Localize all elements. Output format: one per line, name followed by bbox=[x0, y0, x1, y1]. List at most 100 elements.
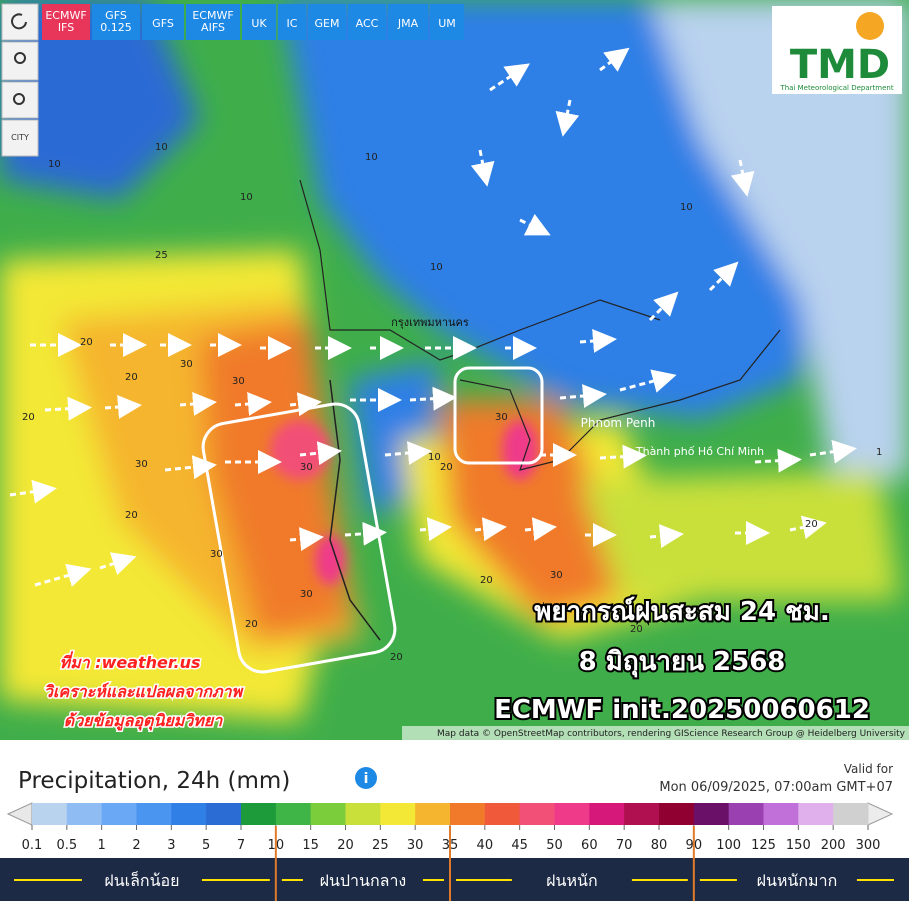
zoom-button[interactable] bbox=[1, 81, 39, 119]
colorbar-segment bbox=[136, 803, 172, 825]
colorbar-label: 80 bbox=[651, 838, 668, 853]
wind-arrow bbox=[649, 524, 684, 549]
refresh-button[interactable] bbox=[1, 3, 39, 41]
wind-arrow bbox=[289, 527, 324, 552]
model-tabs: ECMWF IFS GFS 0.125 GFS ECMWF AIFS UK IC GEM ACC JM… bbox=[42, 4, 464, 40]
credit: ที่มา :weather.us bbox=[60, 651, 201, 672]
contour-label: 20 bbox=[390, 652, 403, 663]
model-tab-label: UM bbox=[438, 17, 456, 30]
colorbar-label: 30 bbox=[407, 838, 424, 853]
wind-arrow bbox=[99, 552, 137, 576]
contour-label: 10 bbox=[48, 159, 61, 170]
colorbar-label: 60 bbox=[581, 838, 598, 853]
model-tab[interactable] bbox=[186, 4, 240, 40]
wind-arrow bbox=[555, 99, 580, 137]
city-button[interactable] bbox=[1, 119, 39, 157]
model-tab[interactable] bbox=[92, 4, 140, 40]
wind-arrow bbox=[489, 63, 530, 92]
side-toolbar: CITY bbox=[1, 3, 39, 157]
model-tab[interactable] bbox=[242, 4, 276, 40]
contour-label: 20 bbox=[22, 412, 35, 423]
wind-arrow bbox=[104, 394, 142, 419]
wind-arrow bbox=[648, 291, 679, 322]
colorbar-segment bbox=[206, 803, 242, 825]
colorbar-segment bbox=[415, 803, 451, 825]
svg-text:i: i bbox=[364, 771, 369, 787]
category-label: ฝนปานกลาง bbox=[320, 871, 407, 890]
category-label: ฝนหนัก bbox=[546, 871, 597, 890]
colorbar-label: 1 bbox=[98, 838, 106, 853]
model-tab-label: IC bbox=[287, 17, 298, 30]
colorbar-label: 7 bbox=[237, 838, 245, 853]
colorbar-label: 40 bbox=[477, 838, 494, 853]
contour-label: 20 bbox=[805, 519, 818, 530]
colorbar-label: 20 bbox=[337, 838, 354, 853]
contour-label: 25 bbox=[155, 250, 168, 261]
model-tab[interactable] bbox=[142, 4, 184, 40]
contour-label: 30 bbox=[495, 412, 508, 423]
wind-arrow bbox=[164, 455, 217, 480]
wind-arrow bbox=[289, 392, 322, 417]
wind-arrow bbox=[708, 261, 739, 292]
model-tab[interactable] bbox=[308, 4, 346, 40]
colorbar-label: 50 bbox=[546, 838, 563, 853]
logo: TMD Thai Meteorological Department bbox=[772, 6, 902, 94]
model-tab-label: UK bbox=[251, 17, 267, 30]
colorbar-label: 200 bbox=[821, 838, 846, 853]
wind-arrow bbox=[419, 517, 452, 542]
colorbar-label: 0.5 bbox=[56, 838, 77, 853]
logo-title: TMD bbox=[790, 42, 890, 88]
colorbar-label: 125 bbox=[751, 838, 776, 853]
wind-arrow bbox=[179, 391, 217, 416]
contour-label: 10 bbox=[428, 452, 441, 463]
model-tab[interactable] bbox=[388, 4, 428, 40]
colorbar-label: 2 bbox=[132, 838, 140, 853]
location-button[interactable] bbox=[1, 41, 39, 81]
headline: ECMWF init.20250060612 bbox=[494, 695, 870, 725]
wind-arrow bbox=[809, 439, 857, 464]
contour-label: 30 bbox=[550, 570, 563, 581]
model-tab-label: ECMWF IFS bbox=[45, 9, 86, 34]
colorbar-segment bbox=[345, 803, 381, 825]
colorbar-segment bbox=[101, 803, 137, 825]
model-tab[interactable] bbox=[348, 4, 386, 40]
place-label: Phnom Penh bbox=[581, 416, 656, 430]
colorbar-segment bbox=[554, 803, 590, 825]
model-tab[interactable] bbox=[278, 4, 306, 40]
attribution: Map data © OpenStreetMap contributors, r… bbox=[437, 729, 906, 739]
contour-label: 30 bbox=[300, 462, 313, 473]
colorbar-segment bbox=[171, 803, 207, 825]
contour-label: 20 bbox=[480, 575, 493, 586]
wind-arrow bbox=[519, 213, 551, 236]
colorbar-segment bbox=[763, 803, 799, 825]
colorbar-label: 0.1 bbox=[22, 838, 43, 853]
colorbar-segment bbox=[589, 803, 625, 825]
colorbar-segment bbox=[693, 803, 730, 825]
wind-arrow bbox=[344, 521, 387, 546]
colorbar-label: 45 bbox=[511, 838, 528, 853]
wind-arrow bbox=[599, 444, 647, 469]
model-tab-label: JMA bbox=[397, 17, 419, 30]
model-tab-label: GEM bbox=[315, 17, 340, 30]
model-tab-label: GFS bbox=[152, 17, 174, 30]
contour-label: 10 bbox=[240, 192, 253, 203]
place-label: กรุงเทพมหานคร bbox=[391, 316, 469, 329]
info-button[interactable] bbox=[355, 767, 377, 789]
contour-label: 10 bbox=[155, 142, 168, 153]
contour-label: 10 bbox=[430, 262, 443, 273]
valid-label: Valid for bbox=[844, 762, 893, 776]
colorbar-segment bbox=[624, 803, 660, 825]
colorbar-segment bbox=[728, 803, 764, 825]
headline: พยากรณ์ฝนสะสม 24 ชม. bbox=[534, 596, 830, 627]
colorbar-segment bbox=[66, 803, 103, 825]
wind-arrow bbox=[730, 159, 755, 197]
colorbar-segment bbox=[519, 803, 555, 825]
model-tab[interactable] bbox=[42, 4, 90, 40]
wind-arrow bbox=[599, 47, 630, 72]
contour-label: 10 bbox=[680, 202, 693, 213]
colorbar-segment bbox=[833, 803, 869, 825]
model-tab[interactable] bbox=[430, 4, 464, 40]
contour-label: 20 bbox=[125, 372, 138, 383]
